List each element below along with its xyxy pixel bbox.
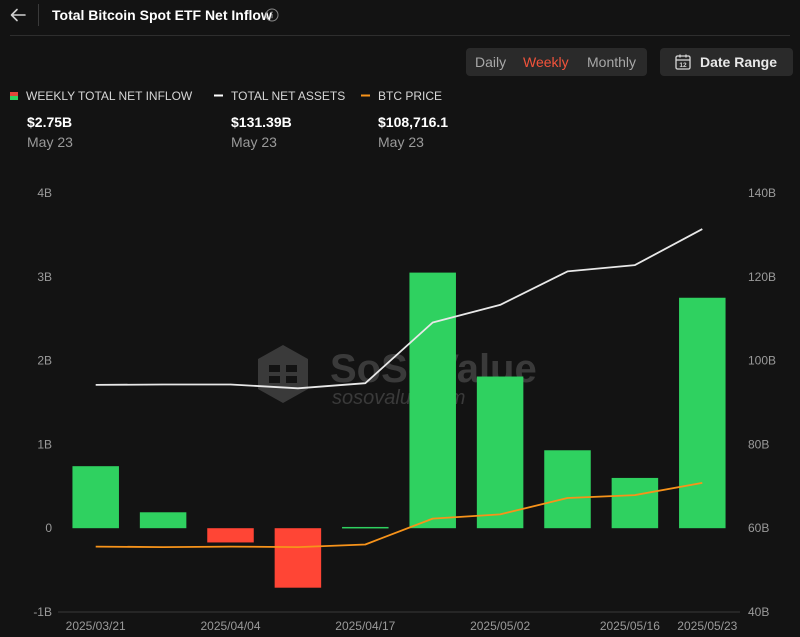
y-right-tick-label: 80B xyxy=(748,437,769,451)
legend-label: BTC PRICE xyxy=(378,89,443,103)
legend-label: TOTAL NET ASSETS xyxy=(231,89,346,103)
inflow-bar xyxy=(679,297,726,529)
inflow-bar xyxy=(274,528,322,588)
y-right-tick-label: 120B xyxy=(748,270,776,284)
y-right-tick-label: 60B xyxy=(748,521,769,535)
legend-weekly-inflow[interactable]: WEEKLY TOTAL NET INFLOW xyxy=(10,89,192,103)
legend-label: WEEKLY TOTAL NET INFLOW xyxy=(26,89,193,103)
y-left-tick-label: 2B xyxy=(37,354,52,368)
x-tick-label: 2025/04/17 xyxy=(335,619,395,633)
header-separator xyxy=(10,35,790,36)
total-net-assets-line xyxy=(95,228,703,390)
sosovalue-logo-icon xyxy=(258,345,308,403)
svg-text:12: 12 xyxy=(679,62,687,69)
btc-price-line xyxy=(95,482,703,548)
date-range-button[interactable]: 12 Date Range xyxy=(660,48,793,76)
x-tick-label: 2025/05/02 xyxy=(470,619,530,633)
header-bar: Total Bitcoin Spot ETF Net Inflow xyxy=(0,0,800,34)
stat-total-net-assets-value: $131.39B xyxy=(231,114,292,130)
inflow-bar xyxy=(409,272,456,529)
x-tick-label: 2025/04/04 xyxy=(200,619,260,633)
y-right-tick-label: 40B xyxy=(748,605,769,619)
bar-series xyxy=(72,272,726,588)
tab-daily[interactable]: Daily xyxy=(475,54,507,70)
inflow-bar xyxy=(342,526,389,529)
x-axis: 2025/03/21 2025/04/04 2025/04/17 2025/05/02… xyxy=(58,611,740,633)
y-axis-right: 40B 60B 80B 100B 120B 140B xyxy=(748,186,776,619)
line-series xyxy=(95,228,703,548)
tab-monthly[interactable]: Monthly xyxy=(587,54,637,70)
y-left-tick-label: 1B xyxy=(37,437,52,451)
stat-btc-price-value: $108,716.1 xyxy=(378,114,449,130)
header-divider xyxy=(38,4,39,26)
info-icon[interactable] xyxy=(265,8,279,22)
legend-total-net-assets[interactable]: TOTAL NET ASSETS xyxy=(214,89,345,103)
date-range-label: Date Range xyxy=(700,54,778,70)
interval-toggle: Daily Weekly Monthly xyxy=(466,48,647,76)
legend-btc-price[interactable]: BTC PRICE xyxy=(361,89,442,103)
x-tick-label: 2025/05/23 xyxy=(677,619,737,633)
stat-total-net-assets-date: May 23 xyxy=(231,134,277,150)
stat-weekly-inflow-date: May 23 xyxy=(27,134,73,150)
stat-weekly-inflow-value: $2.75B xyxy=(27,114,73,130)
x-tick-label: 2025/05/16 xyxy=(600,619,660,633)
x-tick-label: 2025/03/21 xyxy=(66,619,126,633)
y-axis-left: -1B 0 1B 2B 3B 4B xyxy=(33,186,52,619)
inflow-bar xyxy=(207,528,254,543)
y-right-tick-label: 140B xyxy=(748,186,776,200)
legend-swatch-line xyxy=(361,94,370,97)
tab-weekly[interactable]: Weekly xyxy=(523,54,569,70)
inflow-bar xyxy=(476,376,524,529)
y-left-tick-label: 0 xyxy=(45,521,52,535)
inflow-bar xyxy=(544,450,591,529)
y-left-tick-label: 4B xyxy=(37,186,52,200)
y-left-tick-label: 3B xyxy=(37,270,52,284)
inflow-bar xyxy=(139,512,187,529)
y-left-tick-label: -1B xyxy=(33,605,52,619)
inflow-bar xyxy=(611,477,659,529)
calendar-icon: 12 xyxy=(675,54,691,70)
page-title: Total Bitcoin Spot ETF Net Inflow xyxy=(52,7,272,23)
stat-btc-price-date: May 23 xyxy=(378,134,424,150)
legend-swatch-line xyxy=(214,94,223,97)
y-right-tick-label: 100B xyxy=(748,354,776,368)
back-arrow-icon[interactable] xyxy=(8,5,28,25)
legend-swatch-bicolor xyxy=(10,91,18,100)
inflow-bar xyxy=(72,466,119,529)
